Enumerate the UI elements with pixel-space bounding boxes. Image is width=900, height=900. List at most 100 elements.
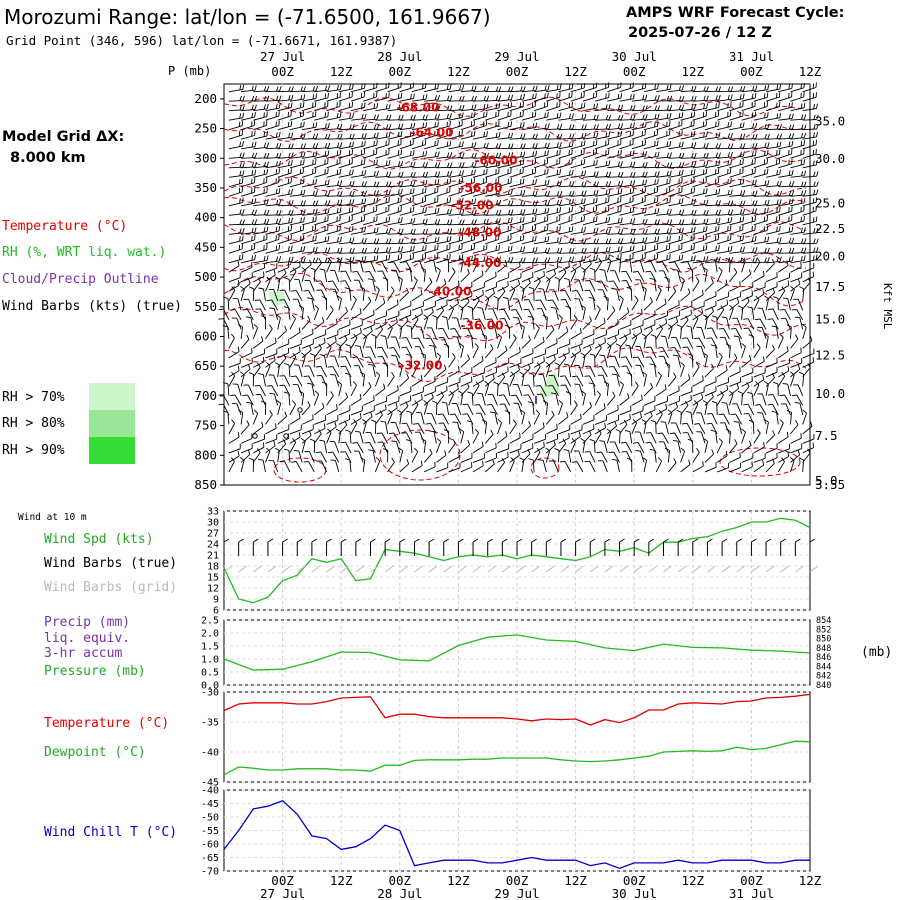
wind-barb-flag [385, 255, 388, 261]
wind-barb [381, 432, 388, 444]
wind-barb [472, 192, 487, 197]
wind-barb-flag [706, 152, 709, 158]
wind-barb-flag [801, 124, 804, 130]
wind-barb [607, 250, 622, 254]
wind-barb-flag [694, 209, 697, 215]
wind-barb [704, 136, 719, 140]
wind-barb-flag [449, 304, 454, 310]
wind-barb-flag [800, 198, 803, 204]
wind-barb-flag [398, 246, 401, 252]
wind-barb-flag [373, 227, 376, 233]
wind-barb-flag [327, 92, 330, 98]
wind-barb-flag [620, 161, 623, 167]
wind-barb-flag [493, 381, 499, 385]
wind-barb [601, 280, 608, 292]
forecast-cycle-value: 2025-07-26 / 12 Z [628, 25, 772, 41]
wind-barb-flag [694, 218, 697, 225]
wind-barb [509, 277, 522, 283]
wind-barb-flag [767, 142, 770, 148]
wind-barb [253, 231, 268, 235]
wind-barb [497, 250, 512, 254]
wind-barb-flag [263, 86, 267, 92]
wind-barb-flag [327, 257, 331, 263]
wind-barb [358, 451, 364, 463]
wind-barb-flag [373, 114, 377, 120]
wind-barb-flag [300, 152, 303, 158]
wind-barb-flag [581, 238, 584, 244]
wind-barbs-true-label: Wind Barbs (true) [44, 556, 177, 571]
wind-barb-flag [410, 218, 413, 224]
wind-barb [729, 115, 743, 121]
wind-barb-flag [781, 371, 786, 377]
wind-barb [533, 163, 548, 169]
wind-barb [717, 239, 731, 245]
wind-barb-flag [788, 227, 791, 233]
wind-barb-flag [483, 86, 487, 92]
wind-barb [778, 145, 793, 150]
wind-barb-flag [815, 254, 818, 260]
wind-barb [753, 211, 768, 216]
wind-barb-flag [383, 383, 386, 389]
wind-barb-flag [730, 121, 732, 127]
wind-barb-flag [730, 86, 734, 92]
wind-barb-flag [288, 152, 291, 158]
wind-barb [741, 155, 756, 159]
wind-barb [424, 248, 438, 254]
wind-barb-flag [791, 133, 795, 139]
wind-barb-flag [312, 200, 316, 206]
wind-barb-flag [691, 142, 694, 148]
wind-barb-flag [703, 143, 706, 149]
wind-barb-flag [543, 356, 545, 362]
wind-barb [619, 397, 630, 406]
wind-barb-flag [498, 102, 501, 108]
wind-barb [349, 374, 352, 387]
wind-barb-flag [649, 411, 653, 416]
wind-barb-flag [588, 430, 592, 435]
wind-barb [362, 300, 372, 311]
wind-barb-flag [532, 257, 535, 263]
wind-barb [594, 322, 606, 330]
wind-barb-flag [632, 122, 635, 128]
wind-barb-flag [776, 124, 780, 130]
wind-barb [420, 327, 425, 340]
wind-barb-flag [522, 159, 525, 165]
top-day-label: 27 Jul [260, 49, 305, 64]
wind-barb-flag [691, 95, 694, 101]
wind-barb-flag [812, 217, 815, 223]
wind-barb-flag [739, 200, 743, 206]
wind-barb-flag [405, 268, 411, 271]
wind-barb [790, 185, 805, 188]
wind-barb-flag [562, 353, 567, 359]
wind-barb-flag [425, 207, 427, 213]
wind-barb [228, 100, 243, 102]
wind-barb-flag [571, 256, 575, 262]
wind-barb-flag [510, 394, 516, 397]
wind-barb [655, 421, 657, 434]
wind-barb-flag [248, 371, 254, 375]
wind-barb [399, 320, 409, 330]
wind-barb [668, 400, 680, 406]
wind-barb-flag [596, 238, 599, 244]
wind-barb-flag [254, 227, 257, 233]
wind-barb [716, 402, 718, 415]
wind-barb [236, 317, 242, 330]
wind-barb [363, 314, 375, 321]
wind-barb [460, 381, 472, 387]
wind-barb-flag [373, 216, 375, 222]
wind-barb [314, 334, 326, 340]
wind-barb [431, 413, 437, 425]
wind-barb [399, 365, 404, 378]
wind-barb [472, 294, 484, 302]
wind-barb-flag [641, 419, 647, 423]
wind-barb [411, 293, 423, 302]
wind-barb-flag [706, 95, 709, 101]
wind-barb [313, 262, 322, 273]
wind-barb-flag [767, 257, 770, 263]
wind-barb-flag [629, 131, 632, 137]
wind-barb-flag [263, 255, 266, 261]
wind-barb-flag [369, 411, 373, 417]
wind-barb [471, 307, 474, 320]
wind-barb [387, 322, 398, 330]
wind-barb-flag [398, 228, 401, 234]
wind-barb [606, 383, 609, 396]
